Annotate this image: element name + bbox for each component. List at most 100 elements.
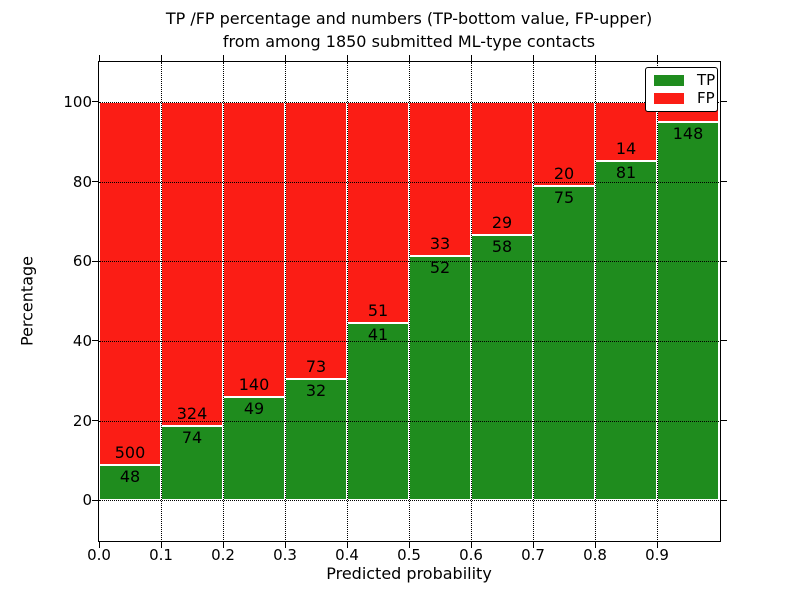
- tick-x-top-0.5: [408, 54, 410, 61]
- gridline-x-0.8: [594, 62, 596, 540]
- bar-segment-tp-5: [409, 256, 471, 501]
- tick-y-left-60: [91, 260, 98, 262]
- gridline-x-0.6: [470, 62, 472, 540]
- bar-segment-fp-5: [409, 101, 471, 257]
- bar-segment-tp-8: [595, 160, 657, 501]
- plot-area: 48 500 74 324 49 140 32 73 41 51 52 33 58 29 75 20 81 14 1…: [97, 60, 721, 542]
- tick-x-bottom-0.2: [222, 541, 224, 548]
- y-tick-label-80: 80: [72, 172, 92, 191]
- tick-y-right-80: [720, 181, 727, 182]
- tick-y-right-100: [720, 101, 727, 103]
- tick-x-bottom-0.8: [594, 541, 596, 548]
- legend-label-fp: FP: [697, 89, 715, 107]
- tick-y-right-0: [720, 499, 727, 501]
- gridline-x-0.2: [222, 62, 224, 540]
- tick-x-top-0.4: [346, 54, 348, 61]
- y-tick-label-60: 60: [72, 252, 92, 271]
- tick-y-left-80: [91, 181, 98, 182]
- legend-item-tp: TP: [654, 73, 715, 88]
- tick-y-right-60: [720, 260, 727, 262]
- bar-label-tp-5: 52: [429, 258, 451, 278]
- y-tick-label-0: 0: [82, 491, 92, 510]
- bar-label-tp-4: 41: [367, 324, 389, 344]
- tick-y-left-0: [91, 499, 98, 501]
- tick-y-left-100: [91, 101, 98, 103]
- bar-label-tp-1: 74: [181, 428, 203, 448]
- x-axis-label: Predicted probability: [326, 564, 492, 583]
- x-tick-label-0.9: 0.9: [645, 546, 669, 564]
- bar-segment-fp-2: [223, 101, 285, 397]
- gridline-x-0.9: [656, 62, 658, 540]
- tick-x-bottom-0.3: [284, 541, 286, 548]
- bar-segment-tp-4: [347, 322, 409, 501]
- bar-label-tp-2: 49: [243, 398, 265, 418]
- bar-segment-tp-9: [657, 122, 719, 501]
- x-tick-label-0.2: 0.2: [211, 546, 235, 564]
- x-tick-label-0.3: 0.3: [273, 546, 297, 564]
- gridline-x-0.4: [346, 62, 348, 540]
- bar-segment-fp-0: [99, 101, 161, 466]
- legend-label-tp: TP: [697, 71, 716, 89]
- bar-label-fp-6: 29: [491, 212, 513, 232]
- bar-label-fp-8: 14: [615, 138, 637, 158]
- gridline-x-0.5: [408, 62, 410, 540]
- bar-segment-fp-1: [161, 101, 223, 427]
- gridline-x-0.1: [160, 62, 162, 540]
- bar-label-tp-9: 148: [672, 124, 704, 144]
- tick-x-bottom-0.1: [160, 541, 162, 548]
- bar-segment-tp-3: [285, 378, 347, 501]
- bar-segment-tp-0: [99, 465, 161, 501]
- bar-label-tp-3: 32: [305, 380, 327, 400]
- bar-label-fp-5: 33: [429, 234, 451, 254]
- tick-x-bottom-0: [98, 541, 100, 548]
- legend-swatch-fp-icon: [654, 93, 684, 104]
- bar-label-fp-4: 51: [367, 300, 389, 320]
- legend-item-fp: FP: [654, 91, 715, 106]
- tick-x-bottom-0.5: [408, 541, 410, 548]
- tick-y-right-20: [720, 420, 727, 421]
- tick-x-bottom-0.9: [656, 541, 658, 548]
- tick-x-top-0.1: [160, 54, 162, 61]
- y-tick-label-100: 100: [63, 92, 92, 111]
- bar-label-fp-2: 140: [238, 374, 270, 394]
- x-tick-label-0.7: 0.7: [521, 546, 545, 564]
- bar-segment-fp-3: [285, 101, 347, 379]
- x-tick-label-0.6: 0.6: [459, 546, 483, 564]
- tick-x-bottom-0.7: [532, 541, 534, 548]
- bar-segment-tp-1: [161, 426, 223, 501]
- x-tick-label-0.4: 0.4: [335, 546, 359, 564]
- legend: TP FP: [645, 67, 718, 112]
- gridline-x-0.3: [284, 62, 286, 540]
- tick-y-left-40: [91, 340, 98, 342]
- y-tick-label-20: 20: [72, 411, 92, 430]
- legend-swatch-tp-icon: [654, 75, 684, 86]
- chart-title-line1: TP /FP percentage and numbers (TP-bottom…: [165, 9, 653, 28]
- bar-label-tp-7: 75: [553, 187, 575, 207]
- tick-x-bottom-0.6: [470, 541, 472, 548]
- gridline-x-0.7: [532, 62, 534, 540]
- tick-x-top-0.3: [284, 54, 286, 61]
- bar-segment-tp-6: [471, 234, 533, 501]
- tick-x-bottom-0.4: [346, 541, 348, 548]
- x-tick-label-0.8: 0.8: [583, 546, 607, 564]
- tick-y-left-20: [91, 420, 98, 421]
- tick-y-right-40: [720, 340, 727, 342]
- chart-title: TP /FP percentage and numbers (TP-bottom…: [99, 7, 719, 53]
- tick-x-top-0.6: [470, 54, 472, 61]
- bar-label-fp-0: 500: [114, 443, 146, 463]
- bar-label-fp-3: 73: [305, 356, 327, 376]
- x-tick-label-0.5: 0.5: [397, 546, 421, 564]
- bar-label-tp-6: 58: [491, 236, 513, 256]
- tick-x-top-0.2: [222, 54, 224, 61]
- x-tick-label-0: 0.0: [87, 546, 111, 564]
- tick-x-top-0.7: [532, 54, 534, 61]
- bar-label-fp-1: 324: [176, 404, 208, 424]
- bar-label-tp-0: 48: [119, 467, 141, 487]
- bar-segment-tp-7: [533, 185, 595, 501]
- x-tick-label-0.1: 0.1: [149, 546, 173, 564]
- bar-segment-fp-4: [347, 101, 409, 323]
- bar-label-tp-8: 81: [615, 162, 637, 182]
- tick-x-top-0.8: [594, 54, 596, 61]
- bar-label-fp-7: 20: [553, 163, 575, 183]
